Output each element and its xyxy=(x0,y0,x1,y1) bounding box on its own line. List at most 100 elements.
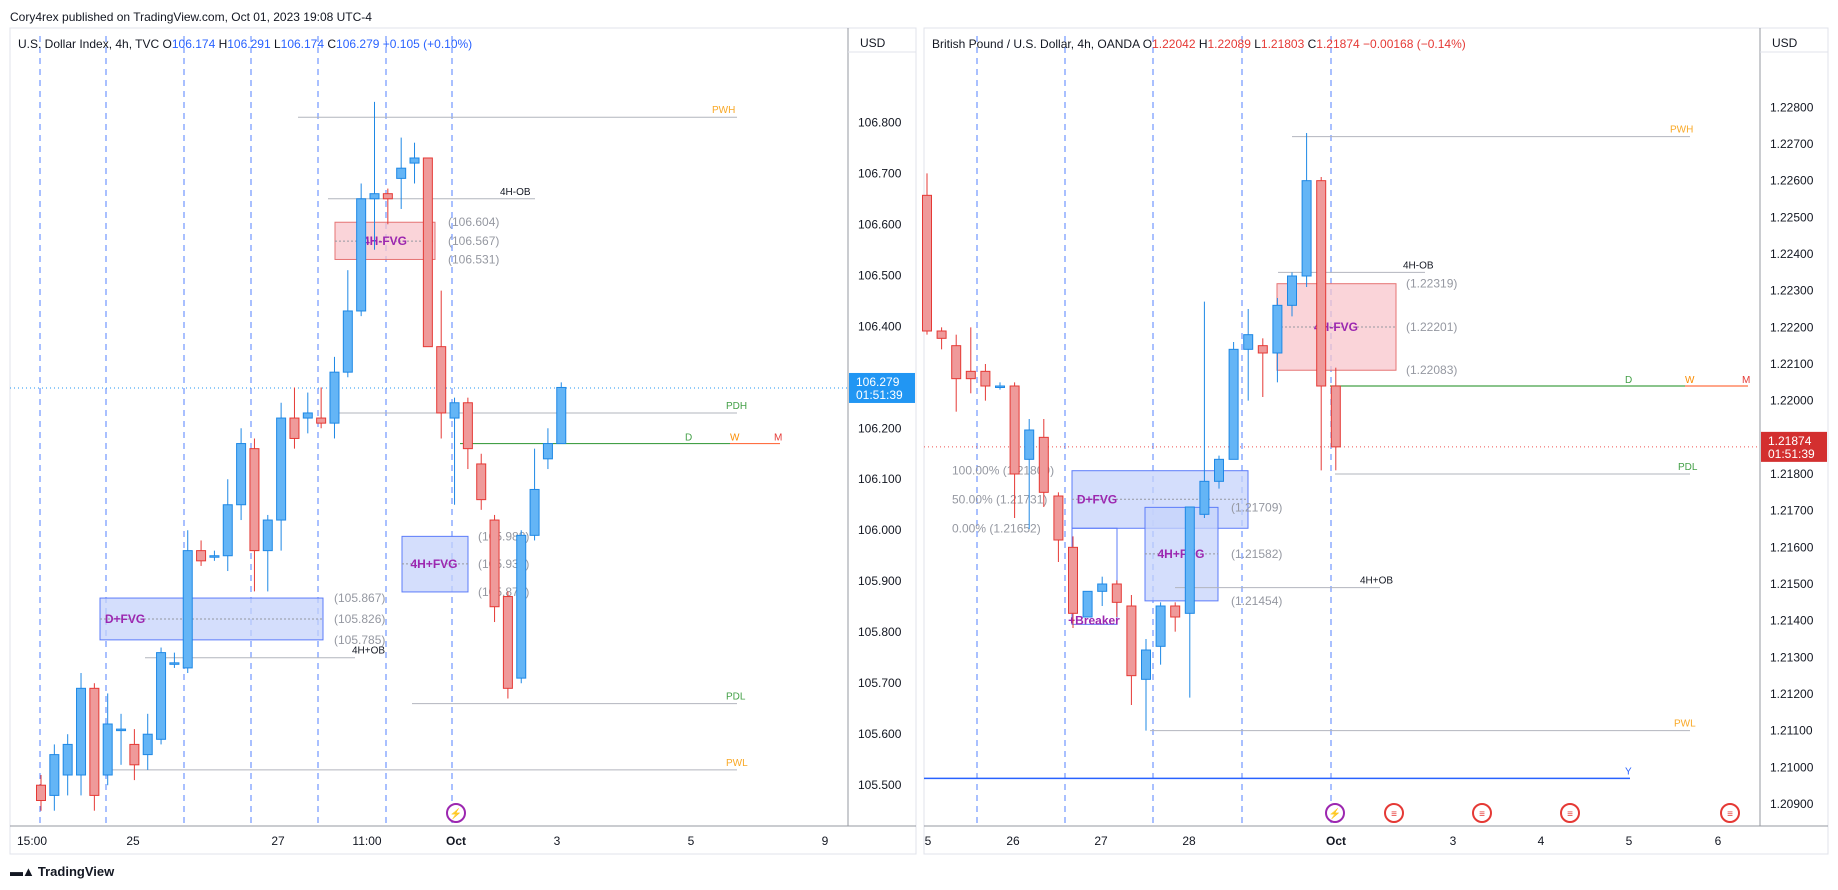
ohlc-low: 106.174 xyxy=(281,37,328,51)
countdown-timer: 01:51:39 xyxy=(856,388,903,402)
last-price-badge xyxy=(849,372,915,403)
fvg-level-value: (1.21454) xyxy=(1231,594,1282,608)
candle-body xyxy=(1155,605,1166,647)
key-level-label: PWH xyxy=(712,105,735,116)
flag-glyph-icon: ≡ xyxy=(1479,809,1485,820)
ohlc-label: L xyxy=(274,37,281,51)
fvg-zone-box xyxy=(1071,527,1118,625)
time-axis-tick: 6 xyxy=(1715,834,1722,848)
candle-body xyxy=(556,386,567,445)
ohlc-high: 106.291 xyxy=(227,37,274,51)
key-level-label: PDL xyxy=(726,692,746,703)
candle-body xyxy=(209,555,220,558)
key-level-label: 4H+OB xyxy=(352,646,385,657)
price-axis-tick: 106.200 xyxy=(858,421,902,435)
price-axis-tick: 106.600 xyxy=(858,217,902,231)
lightning-event-icon xyxy=(1325,803,1345,823)
ohlc-open: 1.22042 xyxy=(1152,37,1199,51)
ohlc-label: C xyxy=(1308,37,1317,51)
fvg-level-value: (106.567) xyxy=(448,234,499,248)
fvg-level-value: (105.785) xyxy=(334,633,385,647)
ohlc-label: H xyxy=(219,37,228,51)
candle-body xyxy=(995,385,1005,388)
ohlc-label: O xyxy=(1143,37,1152,51)
key-level-label: Y xyxy=(1625,766,1632,777)
price-axis-tick: 105.900 xyxy=(858,574,902,588)
attribution-text: Cory4rex published on TradingView.com, O… xyxy=(10,10,372,24)
candle-body xyxy=(382,193,393,200)
candle-body xyxy=(502,596,513,689)
candle-body xyxy=(489,519,500,608)
currency-label: USD xyxy=(860,36,886,50)
candle-body xyxy=(1009,385,1020,475)
time-axis-tick: 5 xyxy=(925,834,932,848)
price-axis-tick: 1.22100 xyxy=(1770,357,1814,371)
price-axis-tick: 1.22200 xyxy=(1770,320,1814,334)
tradingview-logo[interactable]: ▬▲ TradingView xyxy=(10,864,114,879)
candle-body xyxy=(89,687,100,796)
candle-body xyxy=(1097,583,1108,592)
panel-frame xyxy=(9,27,917,855)
candle-body xyxy=(142,733,153,756)
fvg-zone-label: 4H-FVG xyxy=(363,234,407,248)
candle-body xyxy=(980,370,991,387)
candle-body xyxy=(329,371,340,424)
key-level-label: PWH xyxy=(1670,125,1693,136)
candle-body xyxy=(1053,495,1064,541)
candle-body xyxy=(1082,590,1093,618)
candle-body xyxy=(356,198,367,312)
candle-body xyxy=(36,784,46,802)
candle-body xyxy=(1330,385,1341,448)
open-level-label: M xyxy=(774,433,782,444)
key-level-label: PDH xyxy=(726,401,747,412)
candle-body xyxy=(129,743,140,766)
candle-body xyxy=(936,330,947,339)
last-price-badge xyxy=(1761,431,1827,462)
price-axis-tick: 1.22700 xyxy=(1770,137,1814,151)
candle-body xyxy=(396,167,407,179)
price-axis-tick: 105.800 xyxy=(858,625,902,639)
key-level-label: PWL xyxy=(726,758,748,769)
candle-body xyxy=(1141,649,1151,680)
candle-body xyxy=(1024,429,1035,460)
fvg-zone-label: D+FVG xyxy=(105,612,145,626)
dxy-chart-panel: 106.800106.700106.600106.500106.400106.3… xyxy=(9,27,917,855)
open-level-label: D xyxy=(1625,375,1632,386)
candle-body xyxy=(369,193,380,200)
fvg-zone-label: 4H+FVG xyxy=(1157,547,1204,561)
flag-glyph-icon: ≡ xyxy=(1391,809,1397,820)
candle-body xyxy=(422,157,433,348)
fvg-level-value: (106.604) xyxy=(448,215,499,229)
price-axis-tick: 1.22600 xyxy=(1770,174,1814,188)
time-axis-tick: 3 xyxy=(554,834,561,848)
time-axis-tick: 25 xyxy=(126,834,140,848)
fvg-level-value: (1.21709) xyxy=(1231,500,1282,514)
candle-body xyxy=(196,550,207,562)
price-axis-tick: 1.21400 xyxy=(1770,614,1814,628)
ohlc-label: C xyxy=(327,37,336,51)
fvg-level-value: (1.22319) xyxy=(1406,277,1457,291)
countdown-timer: 01:51:39 xyxy=(1768,447,1815,461)
price-axis-tick: 1.22800 xyxy=(1770,100,1814,114)
candle-body xyxy=(1111,583,1122,603)
ohlc-legend: U.S. Dollar Index, 4h, TVC O106.174 H106… xyxy=(18,37,472,51)
time-axis-tick: 3 xyxy=(1450,834,1457,848)
candle-body xyxy=(302,412,313,419)
price-axis-tick: 1.21800 xyxy=(1770,467,1814,481)
time-axis-tick: 5 xyxy=(1626,834,1633,848)
last-price-value: 106.279 xyxy=(856,375,900,389)
candle-body xyxy=(516,534,527,679)
currency-label: USD xyxy=(1772,36,1798,50)
candle-body xyxy=(1272,304,1283,354)
candle-body xyxy=(49,754,60,796)
fvg-level-value: (106.531) xyxy=(448,252,499,266)
lightning-glyph-icon: ⚡ xyxy=(1329,807,1341,820)
us-flag-event-icon xyxy=(1472,803,1492,823)
time-axis-tick: Oct xyxy=(446,834,466,848)
price-axis-tick: 1.21200 xyxy=(1770,687,1814,701)
price-axis-tick: 106.500 xyxy=(858,268,902,282)
candle-body xyxy=(62,743,73,776)
fvg-level-value: (105.867) xyxy=(334,591,385,605)
price-axis-tick: 106.100 xyxy=(858,472,902,486)
